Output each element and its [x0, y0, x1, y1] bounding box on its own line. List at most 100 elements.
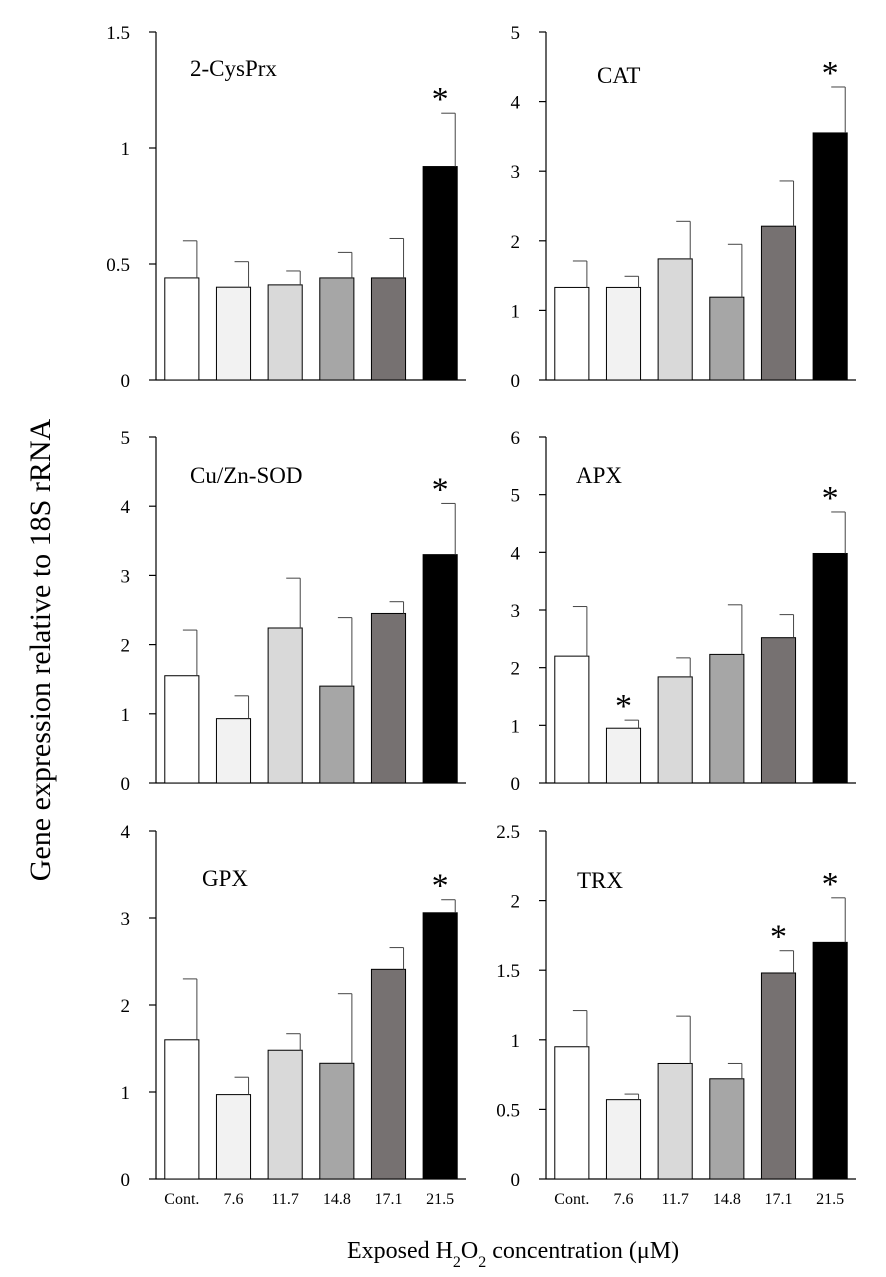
bar — [554, 1046, 590, 1180]
y-tick-label: 0 — [121, 1170, 131, 1191]
bar — [812, 941, 848, 1180]
y-tick-label: 3 — [121, 909, 131, 930]
bar — [267, 284, 303, 381]
y-tick-label: 1.5 — [496, 961, 520, 982]
x-tick-label: 17.1 — [375, 1191, 403, 1208]
y-tick-label: 0 — [511, 774, 521, 795]
y-tick-label: 1.5 — [106, 23, 130, 44]
bar — [812, 552, 848, 784]
bar — [605, 1099, 642, 1180]
y-tick-label: 3 — [511, 162, 521, 183]
x-tick-label: 7.6 — [224, 1191, 244, 1208]
x-tick-label: 21.5 — [426, 1191, 454, 1208]
y-tick-label: 5 — [121, 428, 131, 449]
bar — [422, 166, 458, 381]
y-tick-label: 2 — [511, 232, 521, 253]
bar — [215, 286, 252, 381]
y-tick-label: 1 — [511, 1031, 521, 1052]
bar — [657, 676, 693, 784]
x-tick-label: 7.6 — [614, 1191, 634, 1208]
chart-panel: 0 1 2 3 4 5 6 APX * * — [511, 428, 856, 795]
bar — [760, 972, 797, 1180]
bar — [554, 286, 590, 381]
panel-title: 2-CysPrx — [190, 56, 277, 81]
panel-title: APX — [576, 463, 622, 488]
y-tick-label: 0.5 — [496, 1100, 520, 1121]
bar — [605, 286, 642, 381]
y-tick-label: 2 — [511, 659, 521, 680]
y-tick-label: 6 — [511, 428, 521, 449]
significance-star: * — [432, 471, 449, 508]
bar — [319, 685, 355, 784]
x-axis-title-part: O — [461, 1238, 478, 1264]
x-tick-label: Cont. — [164, 1191, 199, 1208]
bar — [319, 277, 355, 381]
bar — [760, 637, 797, 784]
x-axis-title-part: concentration (μM) — [486, 1238, 679, 1264]
chart-panel: 0 1 2 3 4 5 Cu/Zn-SOD * — [121, 428, 466, 795]
bar — [605, 727, 642, 784]
bar — [215, 1094, 252, 1180]
y-tick-label: 0.5 — [106, 255, 130, 276]
bar — [657, 258, 693, 381]
bar — [709, 296, 745, 381]
y-tick-label: 1 — [121, 1083, 131, 1104]
bar — [422, 554, 458, 784]
y-tick-label: 2.5 — [496, 822, 520, 843]
x-axis-title-sub: 2 — [478, 1254, 486, 1271]
significance-star: * — [822, 55, 839, 92]
y-tick-label: 0 — [121, 371, 131, 392]
y-tick-label: 3 — [121, 566, 131, 587]
significance-star: * — [432, 868, 449, 905]
y-tick-label: 0 — [121, 774, 131, 795]
x-axis-title-part: Exposed H — [347, 1238, 453, 1264]
panel-title: TRX — [577, 868, 623, 893]
y-tick-label: 2 — [121, 996, 131, 1017]
significance-star: * — [822, 866, 839, 903]
bar — [709, 653, 745, 784]
y-tick-label: 4 — [511, 93, 521, 114]
bar — [422, 912, 458, 1180]
panel-title: Cu/Zn-SOD — [190, 463, 302, 488]
y-tick-label: 1 — [121, 705, 131, 726]
bar — [267, 1049, 303, 1180]
bar — [215, 718, 252, 784]
y-tick-label: 1 — [511, 301, 521, 322]
bar — [370, 277, 407, 381]
y-tick-label: 4 — [121, 497, 131, 518]
y-tick-label: 4 — [121, 822, 131, 843]
chart-panel: 0 0.5 1 1.5 2-CysPrx * — [106, 23, 466, 392]
y-tick-label: 5 — [511, 23, 521, 44]
x-tick-label: 17.1 — [765, 1191, 793, 1208]
y-tick-label: 2 — [511, 892, 521, 913]
x-axis-title: Exposed H2O2 concentration (μM) — [347, 1238, 679, 1271]
significance-star: * — [822, 480, 839, 517]
chart-panel: 0 0.5 1 1.5 2 2.5 TRX Cont. 7.6 11.7 14.8 * 17.1 * 21.… — [496, 822, 856, 1208]
chart-panel: 0 1 2 3 4 5 CAT * — [511, 23, 856, 392]
bar — [760, 225, 797, 381]
panel-title: CAT — [597, 63, 640, 88]
x-axis-title-sub: 2 — [453, 1254, 461, 1271]
bar — [554, 655, 590, 784]
bar — [319, 1062, 355, 1180]
bar — [657, 1062, 693, 1180]
significance-star: * — [615, 688, 632, 725]
bar — [164, 675, 200, 784]
y-tick-label: 3 — [511, 601, 521, 622]
x-tick-label: 14.8 — [323, 1191, 351, 1208]
y-tick-label: 4 — [511, 543, 521, 564]
bar — [812, 132, 848, 381]
x-tick-label: Cont. — [554, 1191, 589, 1208]
y-tick-label: 0 — [511, 1170, 521, 1191]
y-tick-label: 1 — [511, 716, 521, 737]
x-tick-label: 11.7 — [271, 1191, 298, 1208]
significance-star: * — [770, 919, 787, 956]
y-tick-label: 2 — [121, 636, 131, 657]
x-tick-label: 21.5 — [816, 1191, 844, 1208]
bar — [164, 1039, 200, 1180]
y-axis-title: Gene expression relative to 18S rRNA — [24, 418, 57, 881]
bar — [370, 612, 407, 784]
y-tick-label: 0 — [511, 371, 521, 392]
chart-panel: 0 1 2 3 4 GPX Cont. 7.6 11.7 14.8 17.1 * 21.5 — [121, 822, 466, 1208]
